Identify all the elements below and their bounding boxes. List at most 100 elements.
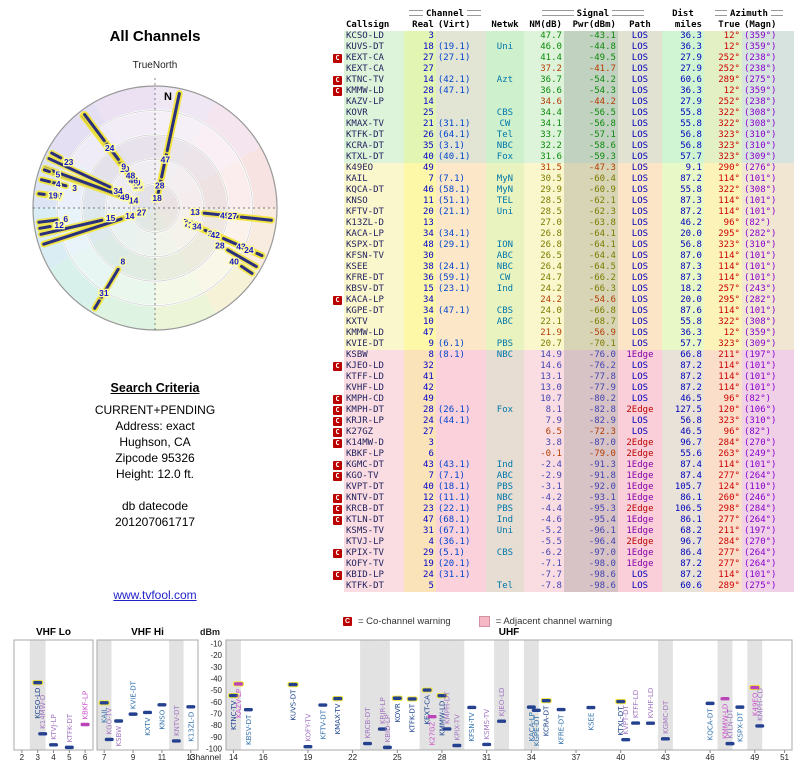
cell-real-channel: 43 — [404, 460, 436, 471]
cell-callsign: KNTV-DT — [344, 493, 404, 504]
cell-callsign: KBSV-DT — [344, 284, 404, 295]
station-marker — [33, 680, 43, 685]
tvfool-link[interactable]: www.tvfool.com — [113, 588, 197, 602]
cell-nm-db: -4.4 — [523, 504, 564, 515]
cell-path: LOS — [617, 284, 662, 295]
station-callsign-label: KFTV-DT — [319, 709, 327, 739]
cell-path: LOS — [617, 207, 662, 218]
cell-callsign: K14MW-D — [344, 438, 404, 449]
x-tick-label: 40 — [616, 753, 625, 762]
station-channel-label: 11 — [185, 218, 194, 228]
cell-callsign: KXTV — [344, 317, 404, 328]
cell-network: Ind — [485, 460, 524, 471]
cell-path: LOS — [617, 163, 662, 174]
cell-dist-miles: 60.6 — [661, 581, 704, 592]
cell-pwr-dbm: -95.3 — [563, 504, 618, 515]
cell-azimuth-true: 323° — [703, 130, 742, 141]
co-channel-warning-icon: C — [333, 87, 342, 96]
cell-azimuth-magnetic: (309°) — [741, 152, 794, 163]
cell-azimuth-magnetic: (101°) — [741, 196, 794, 207]
cell-azimuth-magnetic: (82°) — [741, 394, 794, 405]
cell-pwr-dbm: -72.3 — [563, 427, 618, 438]
cell-dist-miles: 86.4 — [661, 548, 704, 559]
cell-dist-miles: 46.5 — [661, 394, 704, 405]
cell-azimuth-true: 96° — [703, 427, 742, 438]
cell-nm-db: 27.0 — [523, 218, 564, 229]
cell-azimuth-magnetic: (359°) — [741, 31, 794, 42]
co-channel-warning-icon: C — [333, 406, 342, 415]
cell-pwr-dbm: -80.2 — [563, 394, 618, 405]
station-marker — [720, 697, 730, 701]
cell-callsign: KVIE-DT — [344, 339, 404, 350]
cell-network — [485, 31, 524, 42]
cell-callsign: KMAX-TV — [344, 119, 404, 130]
cell-azimuth-true: 252° — [703, 53, 742, 64]
cell-pwr-dbm: -98.6 — [563, 581, 618, 592]
cell-warning: C — [331, 570, 344, 581]
cell-real-channel: 19 — [404, 559, 436, 570]
station-channel-label: 21 — [133, 181, 143, 191]
cell-real-channel: 4 — [404, 537, 436, 548]
station-channel-label: 3 — [155, 193, 160, 203]
station-marker — [482, 742, 492, 747]
cell-azimuth-true: 284° — [703, 537, 742, 548]
cell-azimuth-magnetic: (308°) — [741, 108, 794, 119]
cell-warning — [331, 328, 344, 339]
cell-azimuth-magnetic: (359°) — [741, 328, 794, 339]
column-header: Netwk — [491, 20, 519, 30]
table-row: KQCA-DT 46 (58.1) MyN 29.9 -60.9 LOS 55.8 322° (3… — [331, 185, 794, 196]
cell-pwr-dbm: -98.6 — [563, 570, 618, 581]
cell-callsign: KSBW — [344, 350, 404, 361]
site-link-wrap: www.tvfool.com — [0, 588, 310, 602]
cell-virtual-channel — [435, 163, 486, 174]
cell-nm-db: 26.5 — [523, 251, 564, 262]
cell-real-channel: 26 — [404, 130, 436, 141]
radar-sector — [49, 208, 155, 314]
cell-warning — [331, 526, 344, 537]
cell-virtual-channel: (11.1) — [435, 493, 486, 504]
station-marker — [157, 703, 167, 707]
cell-path: LOS — [617, 75, 662, 86]
station-channel-label: 38 — [188, 220, 198, 230]
cell-callsign: KRCB-DT — [344, 504, 404, 515]
cell-pwr-dbm: -54.6 — [563, 295, 618, 306]
cell-warning: C — [331, 53, 344, 64]
station-callsign-label: KTLN-DT — [726, 708, 734, 738]
cell-network — [485, 97, 524, 108]
station-marker — [556, 707, 566, 712]
table-row: KOFY-TV 19 (20.1) -7.1 -98.0 1Edge 87.2 277° (26… — [331, 559, 794, 570]
cell-virtual-channel: (23.1) — [435, 284, 486, 295]
cell-dist-miles: 87.2 — [661, 383, 704, 394]
cell-callsign: KGMC-DT — [344, 460, 404, 471]
cell-virtual-channel: (18.1) — [435, 482, 486, 493]
cell-real-channel: 18 — [404, 42, 436, 53]
station-callsign-label: KBSV-DT — [245, 714, 253, 745]
cell-callsign: KTVJ-LP — [344, 537, 404, 548]
cell-real-channel: 8 — [404, 350, 436, 361]
cell-azimuth-true: 298° — [703, 504, 742, 515]
cell-pwr-dbm: -98.0 — [563, 559, 618, 570]
y-tick-label: -30 — [210, 663, 222, 672]
table-row: C KTNC-TV 14 (42.1) Azt 36.7 -54.2 LOS 60.6 289°(… — [331, 75, 794, 86]
cell-callsign: KTNC-TV — [344, 75, 404, 86]
cell-network — [485, 559, 524, 570]
cell-callsign: KVPT-DT — [344, 482, 404, 493]
station-bearing-bar — [39, 178, 51, 184]
cell-azimuth-magnetic: (82°) — [741, 218, 794, 229]
cell-pwr-dbm: -96.4 — [563, 537, 618, 548]
column-header: Path — [629, 20, 651, 30]
cell-network: NBC — [485, 262, 524, 273]
x-tick-label: 25 — [393, 753, 402, 762]
station-marker — [114, 719, 124, 723]
cell-path: 1Edge — [617, 493, 662, 504]
cell-callsign: K49EO — [344, 163, 404, 174]
station-marker — [616, 699, 626, 704]
cell-real-channel: 3 — [404, 438, 436, 449]
station-bearing-bar — [37, 218, 59, 224]
cell-dist-miles: 9.1 — [661, 163, 704, 174]
cell-real-channel: 40 — [404, 152, 436, 163]
cell-callsign: KFSN-TV — [344, 251, 404, 262]
station-marker — [437, 693, 447, 698]
station-callsign-label: KNSO — [158, 709, 166, 729]
x-tick-label: 34 — [527, 753, 536, 762]
